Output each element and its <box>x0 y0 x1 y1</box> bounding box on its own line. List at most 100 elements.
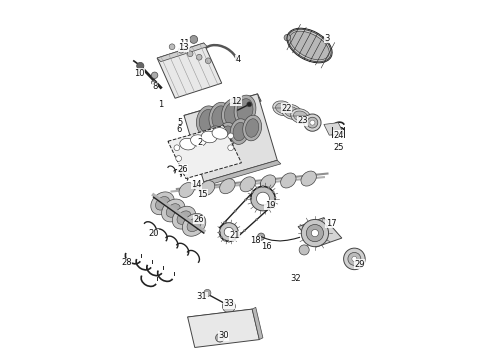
Polygon shape <box>168 126 242 179</box>
Text: 2: 2 <box>197 138 203 147</box>
Ellipse shape <box>220 179 235 194</box>
Circle shape <box>228 133 234 139</box>
Circle shape <box>306 225 323 242</box>
Circle shape <box>268 207 270 210</box>
Ellipse shape <box>196 106 218 136</box>
Ellipse shape <box>237 99 253 121</box>
Circle shape <box>228 240 230 242</box>
Ellipse shape <box>234 95 256 125</box>
Circle shape <box>222 300 235 313</box>
Ellipse shape <box>187 218 201 231</box>
Circle shape <box>151 72 158 78</box>
Ellipse shape <box>220 126 234 144</box>
Text: 24: 24 <box>333 131 343 140</box>
Text: 22: 22 <box>281 104 292 113</box>
Text: 32: 32 <box>290 274 300 283</box>
Polygon shape <box>252 307 263 339</box>
Circle shape <box>307 117 318 128</box>
Ellipse shape <box>182 213 206 236</box>
Polygon shape <box>157 43 221 98</box>
Circle shape <box>219 232 220 234</box>
Circle shape <box>176 156 181 161</box>
Ellipse shape <box>179 183 195 198</box>
Text: 11: 11 <box>179 39 189 48</box>
Polygon shape <box>184 94 277 182</box>
Circle shape <box>169 44 175 50</box>
Circle shape <box>223 221 226 223</box>
Ellipse shape <box>243 115 262 141</box>
Ellipse shape <box>155 197 170 210</box>
Ellipse shape <box>233 122 246 141</box>
Polygon shape <box>188 309 256 322</box>
Ellipse shape <box>199 109 216 132</box>
Circle shape <box>262 185 264 188</box>
Circle shape <box>220 223 238 241</box>
Text: 17: 17 <box>326 219 336 228</box>
Circle shape <box>304 114 321 131</box>
Ellipse shape <box>212 106 228 129</box>
Text: 19: 19 <box>265 201 275 210</box>
Ellipse shape <box>218 122 237 148</box>
Ellipse shape <box>177 211 191 224</box>
Circle shape <box>301 220 329 247</box>
Circle shape <box>250 197 252 199</box>
Ellipse shape <box>205 126 224 152</box>
Polygon shape <box>188 309 259 347</box>
Ellipse shape <box>273 101 293 116</box>
Ellipse shape <box>212 127 228 139</box>
Ellipse shape <box>288 29 331 62</box>
Text: 31: 31 <box>196 292 207 301</box>
Ellipse shape <box>240 177 255 192</box>
Circle shape <box>299 245 309 255</box>
Circle shape <box>236 236 238 238</box>
Circle shape <box>245 199 246 201</box>
Text: 16: 16 <box>261 242 272 251</box>
Circle shape <box>204 289 211 297</box>
Text: 13: 13 <box>178 43 189 52</box>
Ellipse shape <box>208 130 221 148</box>
Circle shape <box>187 51 193 57</box>
Text: 25: 25 <box>333 143 343 152</box>
Ellipse shape <box>260 175 276 190</box>
Circle shape <box>256 187 258 189</box>
Circle shape <box>232 239 234 241</box>
Text: 18: 18 <box>250 237 261 246</box>
Ellipse shape <box>201 131 217 143</box>
Circle shape <box>151 80 156 85</box>
Circle shape <box>256 219 258 221</box>
Circle shape <box>272 191 274 193</box>
Ellipse shape <box>224 102 241 125</box>
Circle shape <box>205 58 211 64</box>
Ellipse shape <box>245 119 259 137</box>
Text: 21: 21 <box>229 231 240 240</box>
Ellipse shape <box>291 109 311 123</box>
Circle shape <box>258 233 265 240</box>
Text: 10: 10 <box>134 69 145 78</box>
Ellipse shape <box>209 102 231 132</box>
Ellipse shape <box>180 138 196 150</box>
Ellipse shape <box>282 104 301 119</box>
Circle shape <box>137 62 144 69</box>
Circle shape <box>352 256 357 261</box>
Polygon shape <box>157 43 207 62</box>
Text: 4: 4 <box>235 55 241 64</box>
Ellipse shape <box>172 206 196 229</box>
Circle shape <box>178 48 184 53</box>
Circle shape <box>311 229 318 237</box>
Circle shape <box>251 186 275 211</box>
Circle shape <box>234 210 236 212</box>
Circle shape <box>220 236 222 238</box>
Circle shape <box>223 239 225 241</box>
Ellipse shape <box>199 181 215 195</box>
Circle shape <box>228 145 234 150</box>
Ellipse shape <box>221 99 244 129</box>
Ellipse shape <box>166 204 180 217</box>
Text: 23: 23 <box>297 116 308 125</box>
Text: 15: 15 <box>196 190 207 199</box>
Text: 33: 33 <box>223 299 234 308</box>
Ellipse shape <box>191 135 206 146</box>
Text: 1: 1 <box>158 100 163 109</box>
Ellipse shape <box>162 199 185 222</box>
Circle shape <box>274 197 276 199</box>
Text: 30: 30 <box>218 332 229 341</box>
